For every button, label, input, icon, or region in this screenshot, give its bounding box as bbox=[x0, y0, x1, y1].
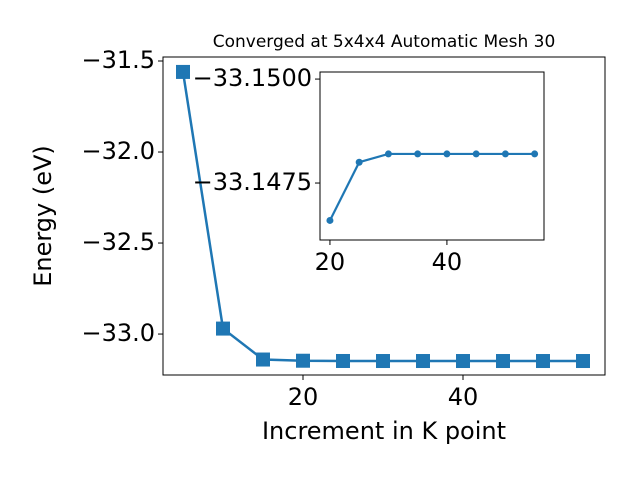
data-point bbox=[443, 150, 451, 158]
x-tick-label: 20 bbox=[288, 383, 319, 411]
y-tick-label: −33.1475 bbox=[193, 168, 312, 196]
data-point bbox=[384, 150, 392, 158]
y-tick-label: −32.0 bbox=[81, 137, 155, 165]
data-point bbox=[176, 64, 190, 79]
y-tick-label: −32.5 bbox=[81, 228, 155, 256]
y-axis-label: Energy (eV) bbox=[29, 145, 57, 287]
x-tick-label: 20 bbox=[315, 248, 346, 276]
data-point bbox=[336, 353, 350, 368]
data-point bbox=[256, 352, 270, 367]
data-point bbox=[355, 158, 363, 166]
data-point bbox=[416, 354, 430, 369]
data-point bbox=[376, 354, 390, 369]
x-tick-label: 40 bbox=[448, 383, 479, 411]
data-point bbox=[456, 354, 470, 369]
data-point bbox=[501, 150, 509, 158]
data-point bbox=[414, 150, 422, 158]
data-point bbox=[216, 321, 230, 336]
x-tick-label: 40 bbox=[432, 248, 463, 276]
y-tick-label: −33.0 bbox=[81, 319, 155, 347]
data-point bbox=[531, 150, 539, 158]
data-line bbox=[328, 152, 535, 221]
data-point bbox=[326, 216, 334, 224]
y-tick-label: −31.5 bbox=[81, 46, 155, 74]
data-point bbox=[296, 353, 310, 368]
plot-area bbox=[319, 71, 545, 241]
data-point bbox=[576, 354, 590, 369]
x-axis-label: Increment in K point bbox=[262, 417, 506, 445]
chart-title: Converged at 5x4x4 Automatic Mesh 30 bbox=[213, 32, 556, 52]
data-point bbox=[472, 150, 480, 158]
y-tick-label: −33.1500 bbox=[193, 64, 312, 92]
data-point bbox=[496, 354, 510, 369]
data-point bbox=[536, 354, 550, 369]
